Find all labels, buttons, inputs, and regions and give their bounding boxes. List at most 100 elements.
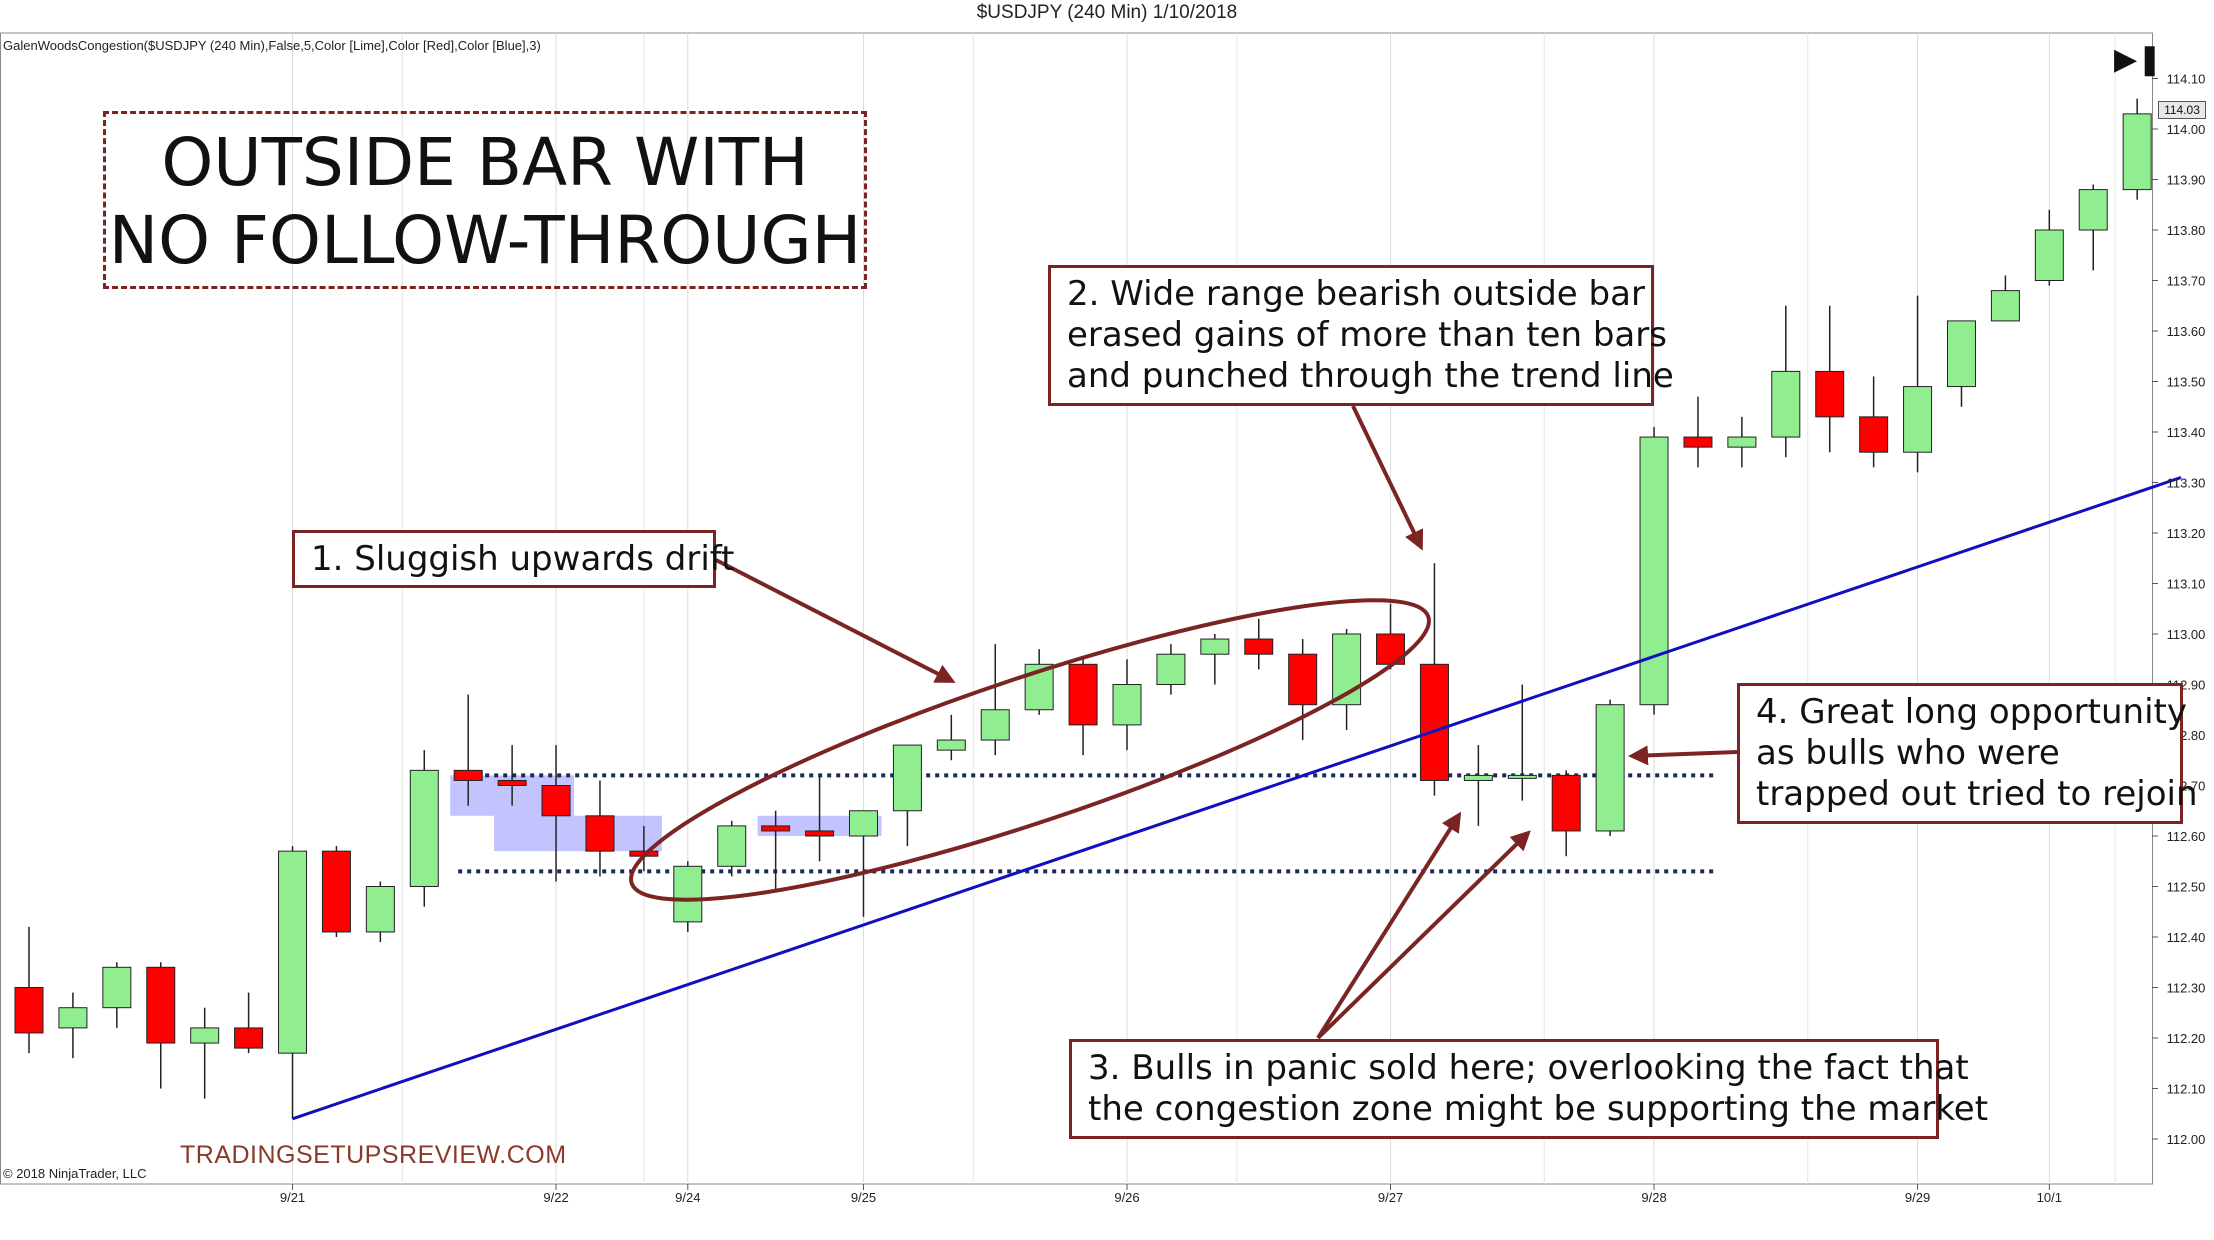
candle (1156, 644, 1186, 695)
candle (1727, 416, 1757, 468)
y-axis: 112.00 112.10 112.20 112.30 112.40 112.50 112.… (2152, 72, 2206, 1147)
candle (453, 694, 483, 806)
candle (409, 750, 439, 907)
candle-body (409, 769, 439, 887)
candle-body (58, 1007, 88, 1029)
candle-body (1244, 638, 1274, 655)
congestion-zones (450, 775, 882, 852)
candle-body (14, 987, 44, 1034)
candle (146, 962, 176, 1089)
y-tick-label: 114.00 (2167, 122, 2206, 137)
annotation-2-line-1: 2. Wide range bearish outside bar (1067, 274, 1645, 314)
candle-body (278, 850, 308, 1054)
drift-ellipse (629, 598, 1431, 902)
y-tick-label: 112.60 (2167, 829, 2206, 844)
candle (1859, 376, 1889, 468)
annotation-arrows (629, 405, 1738, 1040)
x-tick-label: 9/26 (1114, 1190, 1139, 1205)
candle-body (892, 744, 922, 812)
y-tick-label: 113.60 (2167, 324, 2206, 339)
candle-body (1595, 704, 1625, 832)
candle-body (1068, 663, 1098, 726)
plot-frame (0, 32, 2153, 1185)
candle-body (1507, 774, 1537, 779)
candle (497, 745, 527, 806)
candle-body (1463, 774, 1493, 781)
candle-body (541, 785, 571, 817)
candle (892, 744, 922, 847)
y-tick-label: 113.30 (2167, 476, 2206, 491)
candle-body (1771, 370, 1801, 438)
y-tick-label: 112.10 (2167, 1082, 2206, 1097)
candle (585, 780, 615, 877)
skip-to-end-icon[interactable]: ▶❚ (2114, 43, 2163, 76)
candle (1068, 659, 1098, 756)
y-tick-label: 113.70 (2167, 274, 2206, 289)
y-tick-label: 113.80 (2167, 223, 2206, 238)
watermark: TRADINGSETUPSREVIEW.COM (180, 1141, 567, 1169)
candle-body (1859, 416, 1889, 453)
candle (1024, 649, 1054, 715)
x-tick-label: 9/29 (1905, 1190, 1930, 1205)
candle (1903, 295, 1933, 473)
headline-line-2: NO FOLLOW-THROUGH (108, 202, 862, 279)
candle-body (1551, 774, 1581, 832)
candle (1639, 426, 1669, 715)
annotation-4-line-1: 4. Great long opportunity (1756, 692, 2187, 732)
chart-headline: OUTSIDE BAR WITH NO FOLLOW-THROUGH (103, 111, 867, 289)
candle-body (848, 810, 878, 837)
y-tick-label: 112.00 (2167, 1132, 2206, 1147)
candle-body (321, 850, 351, 933)
candle-body (102, 966, 132, 1009)
y-tick-label: 113.10 (2167, 577, 2206, 592)
candle-body (190, 1027, 220, 1044)
candle-body (2034, 229, 2064, 281)
candle-body (761, 825, 791, 832)
candle-body (1639, 436, 1669, 706)
candle (1551, 770, 1581, 857)
candle-body (1727, 436, 1757, 448)
candle (2078, 184, 2108, 271)
candle-body (497, 779, 527, 787)
y-tick-label: 113.40 (2167, 425, 2206, 440)
candle-body (1419, 663, 1449, 781)
chart-title: $USDJPY (240 Min) 1/10/2018 (976, 2, 1238, 23)
y-tick-label: 114.10 (2167, 72, 2206, 87)
x-axis: 9/21 9/22 9/24 9/25 9/26 9/27 9/28 9/29 10/1 (280, 1184, 2062, 1205)
headline-line-1: OUTSIDE BAR WITH (161, 124, 809, 201)
candle (365, 881, 395, 943)
candle (1200, 634, 1230, 685)
x-tick-label: 10/1 (2037, 1190, 2062, 1205)
annotation-4-line-3: trapped out tried to rejoin (1756, 774, 2198, 814)
x-tick-label: 9/27 (1378, 1190, 1403, 1205)
candle-body (2122, 113, 2152, 191)
y-tick-label: 112.20 (2167, 1031, 2206, 1046)
annotation-2-line-2: erased gains of more than ten bars (1067, 315, 1667, 355)
candle-body (453, 769, 483, 781)
candle-body (1288, 653, 1318, 706)
x-tick-label: 9/24 (675, 1190, 700, 1205)
annotation-arrow (715, 558, 956, 683)
y-tick-label: 112.50 (2167, 880, 2206, 895)
candle (1507, 684, 1537, 801)
candle (102, 962, 132, 1028)
candle (1946, 320, 1976, 407)
annotation-arrow (1628, 745, 1738, 766)
candle-body (1200, 638, 1230, 655)
y-tick-label: 113.90 (2167, 173, 2206, 188)
indicator-label: GalenWoodsCongestion($USDJPY (240 Min),F… (3, 38, 541, 53)
candle (278, 846, 308, 1119)
candle (1815, 305, 1845, 453)
candle-body (1990, 290, 2020, 322)
annotation-1-line-1: 1. Sluggish upwards drift (311, 539, 735, 579)
annotation-1: 1. Sluggish upwards drift (292, 530, 735, 588)
candle (1463, 745, 1493, 826)
candle-body (365, 886, 395, 933)
candle (1288, 639, 1318, 741)
candle (58, 992, 88, 1059)
candle (2034, 209, 2064, 286)
annotation-3-line-2: the congestion zone might be supporting … (1088, 1089, 1989, 1129)
trendline-line (292, 476, 2182, 1121)
candle (848, 810, 878, 917)
candle (1419, 563, 1449, 796)
